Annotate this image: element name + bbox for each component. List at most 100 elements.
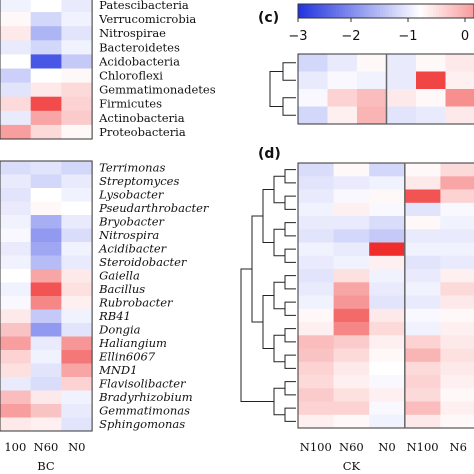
dendrogram-branch bbox=[273, 228, 285, 257]
colorbar-segment bbox=[312, 4, 317, 18]
heatmap-cell bbox=[404, 163, 441, 177]
colorbar-segment bbox=[368, 4, 372, 18]
heatmap-cell bbox=[369, 401, 406, 416]
heatmap-cell bbox=[30, 404, 62, 418]
heatmap-cell bbox=[416, 71, 446, 90]
colorbar-segment bbox=[400, 4, 405, 18]
heatmap-cell bbox=[333, 229, 370, 243]
heatmap-cell bbox=[61, 417, 93, 432]
row-label: Ellin6067 bbox=[98, 350, 156, 364]
heatmap-cell bbox=[298, 216, 334, 230]
heatmap-cell bbox=[298, 71, 328, 90]
colorbar-segment bbox=[459, 4, 463, 18]
colorbar-segment bbox=[471, 4, 474, 18]
heatmap-cell bbox=[0, 242, 32, 256]
row-label: Lysobacter bbox=[98, 188, 165, 202]
colorbar-segment bbox=[362, 4, 366, 18]
heatmap-cell bbox=[0, 404, 32, 418]
heatmap-cell bbox=[30, 215, 62, 229]
heatmap-cell bbox=[369, 176, 406, 190]
dendrogram-branch bbox=[262, 295, 274, 349]
column-label: N6 bbox=[450, 440, 467, 454]
row-label: Pseudarthrobacter bbox=[98, 201, 210, 215]
dendrogram-branch bbox=[282, 97, 296, 116]
heatmap-cell bbox=[416, 89, 446, 107]
heatmap-cell bbox=[61, 68, 93, 83]
heatmap-cell bbox=[0, 363, 32, 378]
heatmap-cell bbox=[404, 242, 441, 257]
heatmap-cell bbox=[0, 110, 32, 126]
heatmap-cell bbox=[298, 229, 334, 243]
colorbar-segment bbox=[315, 4, 319, 18]
dendrogram-branch bbox=[269, 71, 283, 107]
heatmap-cell bbox=[357, 71, 387, 90]
colorbar-segment bbox=[386, 4, 390, 18]
dendrogram-branch bbox=[282, 62, 296, 81]
heatmap-cell bbox=[404, 269, 441, 283]
colorbar-segment bbox=[359, 4, 363, 18]
heatmap-cell bbox=[440, 361, 474, 376]
dendrogram-branch bbox=[284, 248, 296, 263]
heatmap-cell bbox=[30, 269, 62, 283]
heatmap-cell bbox=[0, 161, 32, 175]
colorbar-segment bbox=[383, 4, 387, 18]
heatmap-cell bbox=[30, 161, 62, 175]
heatmap-cell bbox=[404, 388, 441, 402]
colorbar-segment bbox=[347, 4, 352, 18]
heatmap-cell bbox=[0, 96, 32, 112]
heatmap-cell bbox=[404, 361, 441, 376]
heatmap-cell bbox=[298, 106, 328, 125]
heatmap-cell bbox=[333, 269, 370, 283]
colorbar-tick-label: −2 bbox=[341, 29, 360, 44]
heatmap-cell bbox=[0, 54, 32, 69]
heatmap-cell bbox=[404, 216, 441, 230]
heatmap-cell bbox=[0, 26, 32, 41]
colorbar-segment bbox=[412, 4, 416, 18]
heatmap-cell bbox=[0, 255, 32, 270]
heatmap-cell bbox=[357, 106, 387, 125]
heatmap-cell bbox=[30, 282, 62, 297]
heatmap-cell bbox=[404, 176, 441, 190]
colorbar-segment bbox=[432, 4, 437, 18]
dendrogram-branch bbox=[262, 189, 274, 243]
heatmap-cell bbox=[445, 54, 474, 72]
heatmap-cell bbox=[333, 401, 370, 416]
colorbar-segment bbox=[418, 4, 422, 18]
colorbar-segment bbox=[333, 4, 337, 18]
dendrogram-branch bbox=[284, 195, 296, 210]
heatmap-cell bbox=[0, 336, 32, 351]
column-label: N100 bbox=[300, 440, 332, 454]
column-label: N0 bbox=[68, 440, 85, 454]
dendrograms bbox=[240, 62, 296, 422]
heatmap-cell bbox=[298, 388, 334, 402]
heatmap-cell bbox=[369, 335, 406, 349]
column-label: N100 bbox=[407, 440, 439, 454]
heatmap-cell bbox=[61, 0, 93, 13]
heatmap-cell bbox=[30, 377, 62, 391]
colorbar-segment bbox=[441, 4, 446, 18]
colorbar-segment bbox=[339, 4, 343, 18]
column-label: N60 bbox=[339, 440, 364, 454]
heatmap-cell bbox=[61, 124, 93, 140]
colorbar-segment bbox=[453, 4, 457, 18]
heatmap-cell bbox=[386, 71, 417, 90]
heatmap-cell bbox=[404, 348, 441, 363]
row-label: Actinobacteria bbox=[98, 111, 185, 125]
heatmap-cell bbox=[298, 54, 328, 72]
heatmap-cell bbox=[0, 12, 32, 27]
colorbar-segment bbox=[336, 4, 340, 18]
dendrogram-branch bbox=[273, 175, 285, 204]
dendrogram-branch bbox=[240, 268, 274, 402]
heatmap-cell bbox=[0, 201, 32, 216]
heatmap-cell bbox=[333, 375, 370, 389]
heatmap-panel-0 bbox=[0, 0, 93, 140]
heatmap-cell bbox=[61, 40, 93, 55]
heatmap-cell bbox=[298, 163, 334, 177]
heatmap-cell bbox=[61, 404, 93, 418]
heatmap-cell bbox=[0, 350, 32, 364]
colorbar-segment bbox=[409, 4, 413, 18]
heatmap-cell bbox=[404, 401, 441, 416]
dendrogram-branch bbox=[284, 169, 296, 184]
heatmap-cell bbox=[333, 414, 370, 429]
heatmap-cell bbox=[445, 71, 474, 90]
